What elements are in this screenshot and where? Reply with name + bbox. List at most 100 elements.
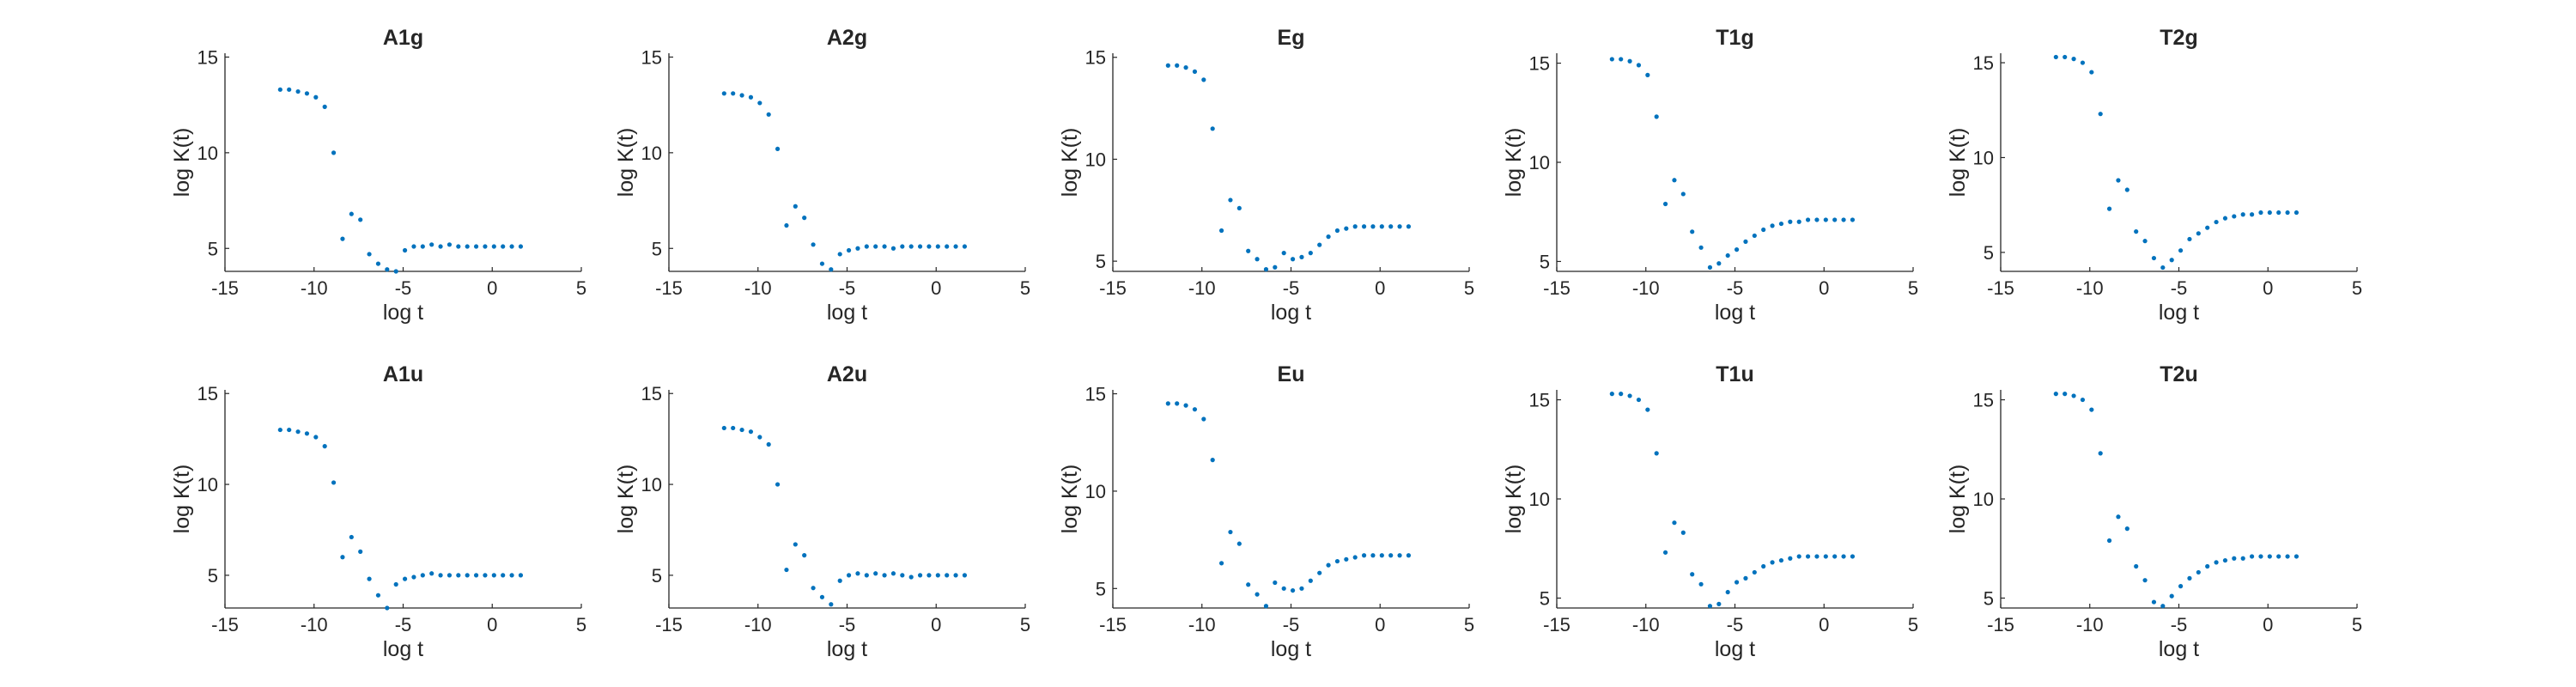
data-point bbox=[2106, 206, 2112, 211]
x-tick-label: 5 bbox=[2352, 614, 2362, 635]
panel-t1u: -15 -10 -5 0 5 5 10 15 T1u log t log K(t) bbox=[1502, 362, 1918, 661]
data-point bbox=[900, 573, 905, 578]
y-axis-label: log K(t) bbox=[1058, 465, 1082, 534]
data-point bbox=[1352, 224, 1358, 229]
data-point bbox=[331, 480, 337, 485]
x-tick-label: 0 bbox=[487, 277, 497, 299]
data-point bbox=[1823, 217, 1828, 222]
data-point bbox=[1334, 228, 1340, 234]
data-point bbox=[1326, 562, 1331, 568]
data-point bbox=[429, 242, 434, 247]
data-point bbox=[2293, 210, 2300, 216]
panel-title: T2u bbox=[2160, 362, 2197, 386]
data-point bbox=[483, 573, 488, 578]
panel-title: A1g bbox=[383, 26, 423, 50]
data-point bbox=[2116, 514, 2121, 520]
data-point bbox=[1832, 217, 1838, 222]
data-point bbox=[1636, 63, 1642, 68]
data-point bbox=[340, 236, 345, 241]
x-tick-label: 0 bbox=[1819, 614, 1829, 635]
data-point bbox=[2089, 70, 2094, 75]
data-point bbox=[1352, 555, 1358, 560]
y-tick-label: 10 bbox=[1085, 481, 1106, 502]
data-point bbox=[2169, 258, 2174, 263]
data-point bbox=[1698, 245, 1704, 250]
y-tick-label: 10 bbox=[1085, 149, 1106, 170]
data-point bbox=[829, 267, 834, 272]
data-point bbox=[731, 91, 736, 96]
data-point bbox=[1761, 227, 1766, 233]
data-point bbox=[819, 261, 825, 266]
data-point bbox=[367, 252, 372, 257]
data-point bbox=[2205, 563, 2210, 569]
data-point bbox=[2205, 225, 2210, 230]
data-point bbox=[890, 571, 896, 576]
y-tick-label: 15 bbox=[641, 383, 662, 404]
x-axis-label: log t bbox=[1271, 637, 1311, 661]
data-point bbox=[2293, 554, 2300, 559]
data-point bbox=[1841, 217, 1846, 222]
data-point bbox=[473, 244, 479, 249]
data-point bbox=[1734, 580, 1740, 585]
data-point bbox=[277, 87, 283, 92]
panel-title: T2g bbox=[2160, 26, 2197, 50]
data-point bbox=[411, 575, 416, 580]
x-axis-label: log t bbox=[1715, 301, 1755, 325]
x-axis-label: log t bbox=[383, 637, 423, 661]
x-tick-label: -15 bbox=[1099, 277, 1127, 299]
data-point bbox=[2080, 60, 2086, 65]
y-axis-label: log K(t) bbox=[1946, 128, 1970, 198]
data-point bbox=[739, 93, 744, 98]
data-point bbox=[411, 244, 416, 249]
data-point bbox=[811, 242, 816, 247]
data-point bbox=[349, 211, 354, 216]
data-point bbox=[465, 244, 470, 249]
data-point bbox=[1814, 217, 1820, 222]
data-point bbox=[962, 244, 968, 249]
data-point bbox=[1201, 416, 1206, 422]
data-point bbox=[393, 581, 398, 587]
data-point bbox=[1344, 226, 1349, 231]
x-tick-label: 0 bbox=[1375, 277, 1385, 299]
y-tick-label: 15 bbox=[1973, 52, 1994, 74]
data-point bbox=[2160, 604, 2166, 609]
data-point bbox=[2222, 216, 2228, 221]
data-point bbox=[864, 573, 869, 578]
data-point bbox=[1228, 198, 1233, 203]
data-point bbox=[1388, 224, 1394, 229]
data-point bbox=[438, 244, 443, 249]
x-tick-label: -5 bbox=[395, 614, 412, 635]
data-point bbox=[1406, 224, 1412, 229]
y-tick-label: 15 bbox=[1973, 390, 1994, 411]
data-point bbox=[855, 571, 860, 576]
data-point bbox=[1645, 72, 1650, 77]
data-point bbox=[864, 244, 869, 249]
y-tick-label: 5 bbox=[1984, 242, 1994, 264]
data-point bbox=[1805, 554, 1811, 559]
panel-t2u: -15 -10 -5 0 5 5 10 15 T2u log t log K(t) bbox=[1946, 362, 2362, 661]
data-point bbox=[1841, 554, 1846, 559]
data-point bbox=[1654, 114, 1659, 119]
data-point bbox=[367, 576, 372, 581]
data-point bbox=[1636, 397, 1642, 403]
x-tick-label: 0 bbox=[1819, 277, 1829, 299]
data-point bbox=[2187, 236, 2192, 242]
data-point bbox=[1690, 229, 1695, 234]
data-point bbox=[1281, 251, 1286, 256]
panel-title: A2u bbox=[827, 362, 867, 386]
data-point bbox=[1210, 458, 1215, 463]
data-point bbox=[2063, 392, 2068, 397]
x-tick-label: 0 bbox=[1375, 614, 1385, 635]
data-point bbox=[2151, 255, 2157, 261]
y-axis-label: log K(t) bbox=[170, 128, 194, 198]
data-point bbox=[1850, 217, 1856, 222]
data-point bbox=[420, 573, 425, 578]
data-point bbox=[518, 573, 524, 578]
data-point bbox=[1183, 403, 1188, 408]
data-point bbox=[1770, 223, 1775, 228]
x-tick-label: -10 bbox=[2076, 614, 2104, 635]
data-point bbox=[846, 247, 852, 253]
data-point bbox=[447, 242, 453, 247]
data-point bbox=[2053, 392, 2058, 397]
data-point bbox=[1770, 560, 1775, 565]
